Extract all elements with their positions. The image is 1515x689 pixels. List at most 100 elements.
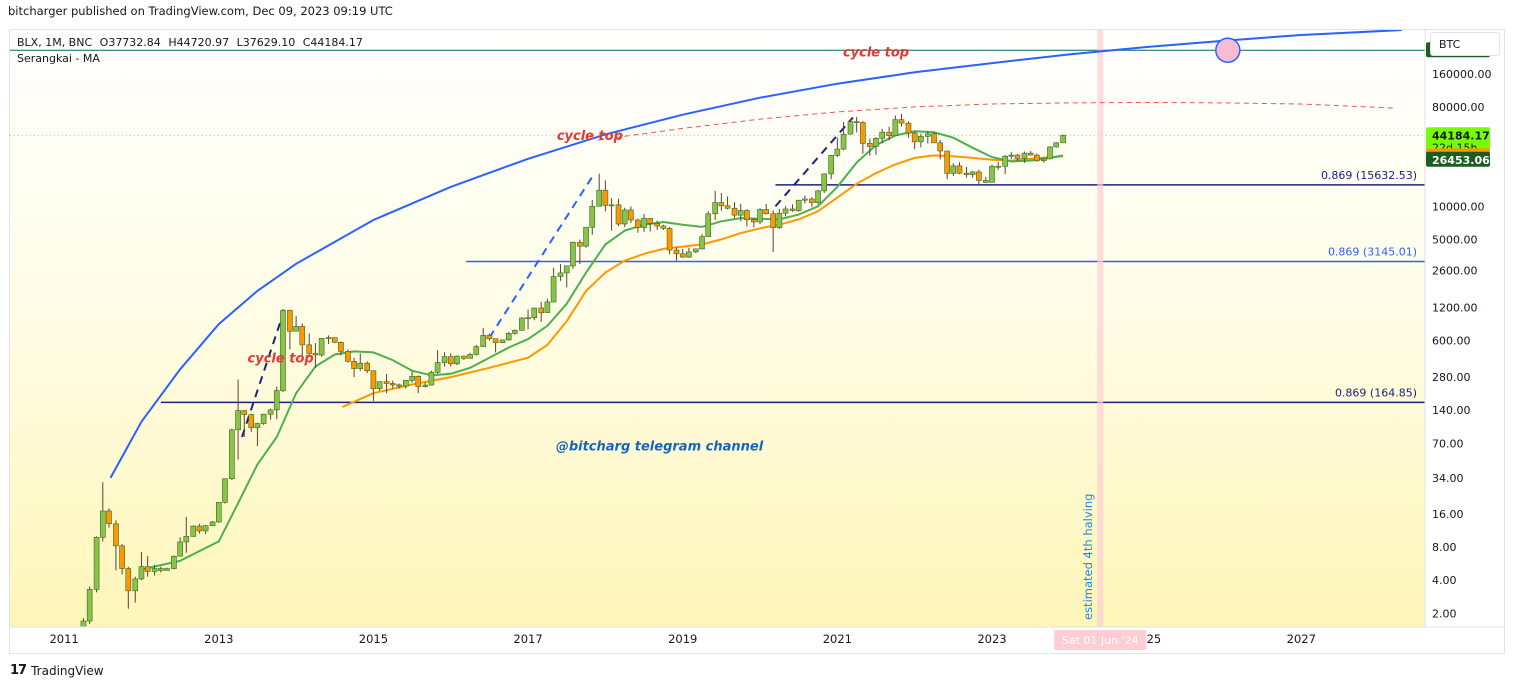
candle[interactable] xyxy=(287,309,293,350)
candle[interactable] xyxy=(969,171,976,178)
candle[interactable] xyxy=(751,218,757,228)
candle[interactable] xyxy=(505,331,512,341)
candle[interactable] xyxy=(144,556,151,577)
candle[interactable] xyxy=(312,343,319,368)
candle[interactable] xyxy=(86,586,93,624)
candle[interactable] xyxy=(1008,152,1015,159)
candle[interactable] xyxy=(512,329,518,335)
candle[interactable] xyxy=(641,214,647,232)
growth-curve[interactable] xyxy=(109,30,1402,479)
candle[interactable] xyxy=(963,166,970,178)
candle[interactable] xyxy=(705,211,712,237)
candle[interactable] xyxy=(789,204,796,212)
candle[interactable] xyxy=(918,133,924,148)
candle[interactable] xyxy=(383,373,390,394)
candle[interactable] xyxy=(132,576,139,603)
candle[interactable] xyxy=(628,206,634,223)
candle[interactable] xyxy=(389,380,396,389)
candle[interactable] xyxy=(480,328,487,347)
candle[interactable] xyxy=(589,200,596,235)
candle[interactable] xyxy=(905,121,912,138)
candle[interactable] xyxy=(802,195,808,204)
candle[interactable] xyxy=(989,164,995,183)
candle[interactable] xyxy=(666,226,673,255)
candle[interactable] xyxy=(995,161,1001,170)
candle[interactable] xyxy=(492,338,499,353)
candle[interactable] xyxy=(931,131,937,144)
candle[interactable] xyxy=(248,413,255,432)
trend-dash-line[interactable] xyxy=(774,116,854,207)
candle[interactable] xyxy=(563,265,570,288)
candle[interactable] xyxy=(1053,141,1059,148)
candle[interactable] xyxy=(241,410,248,437)
candle[interactable] xyxy=(673,247,680,261)
candle[interactable] xyxy=(873,137,879,155)
candle[interactable] xyxy=(757,208,763,224)
candle[interactable] xyxy=(898,113,905,127)
candle[interactable] xyxy=(441,352,448,367)
candle[interactable] xyxy=(157,566,164,573)
candle[interactable] xyxy=(461,355,467,361)
candle[interactable] xyxy=(867,138,873,156)
candle[interactable] xyxy=(737,203,744,222)
candle[interactable] xyxy=(647,218,654,232)
candle[interactable] xyxy=(1047,146,1053,160)
candle[interactable] xyxy=(267,408,274,420)
candle[interactable] xyxy=(853,116,860,133)
candle[interactable] xyxy=(93,536,100,593)
candle[interactable] xyxy=(776,208,783,230)
candle[interactable] xyxy=(860,121,866,154)
candle[interactable] xyxy=(821,173,828,194)
candle[interactable] xyxy=(686,247,692,258)
ma-fast-line[interactable] xyxy=(141,130,1064,571)
candle[interactable] xyxy=(370,370,377,401)
candle[interactable] xyxy=(473,344,480,356)
candle[interactable] xyxy=(1002,155,1008,175)
trend-dash-line[interactable] xyxy=(488,173,595,339)
candle[interactable] xyxy=(318,338,325,357)
candle[interactable] xyxy=(718,193,725,211)
candle[interactable] xyxy=(280,309,286,393)
candle[interactable] xyxy=(724,196,731,210)
candle[interactable] xyxy=(602,180,609,212)
candle[interactable] xyxy=(809,197,815,207)
candle[interactable] xyxy=(911,131,918,150)
candle[interactable] xyxy=(557,264,564,281)
candle[interactable] xyxy=(892,115,899,137)
candle[interactable] xyxy=(415,375,422,394)
candle[interactable] xyxy=(215,501,222,523)
candle[interactable] xyxy=(364,361,371,374)
candle[interactable] xyxy=(531,307,538,321)
candle[interactable] xyxy=(254,422,261,447)
cycle-top-curve[interactable] xyxy=(597,101,1395,141)
candle[interactable] xyxy=(538,301,545,322)
candle[interactable] xyxy=(763,203,770,215)
candle[interactable] xyxy=(434,350,441,374)
candle[interactable] xyxy=(879,128,885,144)
candle[interactable] xyxy=(106,508,112,528)
candle[interactable] xyxy=(306,333,313,356)
ma-slow-line[interactable] xyxy=(342,154,1064,408)
candle[interactable] xyxy=(235,379,241,460)
candle[interactable] xyxy=(782,206,789,217)
candle[interactable] xyxy=(177,537,183,557)
indicator-name[interactable]: Serangkai - MA xyxy=(17,52,100,65)
candle[interactable] xyxy=(113,520,119,571)
candle[interactable] xyxy=(944,150,950,180)
candle[interactable] xyxy=(396,383,402,389)
candle[interactable] xyxy=(577,239,583,265)
candle[interactable] xyxy=(1021,151,1028,163)
candle[interactable] xyxy=(834,137,841,157)
candle[interactable] xyxy=(937,140,943,160)
target-circle-marker[interactable] xyxy=(1215,37,1241,63)
candle[interactable] xyxy=(125,566,132,609)
candle[interactable] xyxy=(338,341,344,356)
candle[interactable] xyxy=(925,131,931,144)
candle[interactable] xyxy=(376,381,383,391)
candle[interactable] xyxy=(331,337,338,344)
candle[interactable] xyxy=(660,224,667,230)
candle[interactable] xyxy=(351,357,357,378)
candle[interactable] xyxy=(840,122,847,151)
candle[interactable] xyxy=(428,370,435,386)
